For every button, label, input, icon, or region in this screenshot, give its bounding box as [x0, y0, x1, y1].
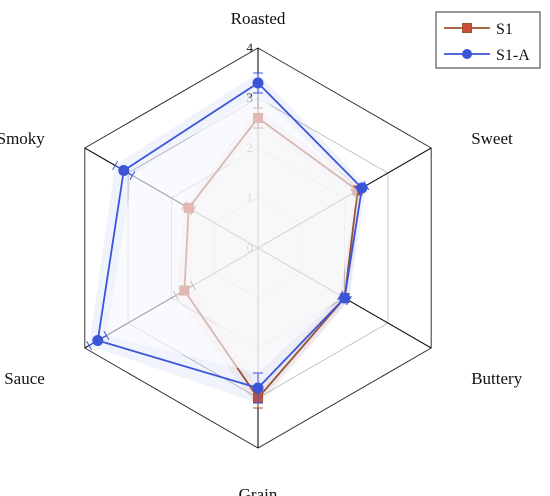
- r-tick-label: 4: [247, 40, 254, 55]
- series-s1-a: [86, 72, 370, 404]
- error-cap: [86, 340, 93, 351]
- error-cap: [129, 170, 136, 181]
- axis-label-sauce: Sauce: [4, 369, 45, 388]
- data-point-sweet: [356, 182, 368, 194]
- error-cap: [103, 330, 110, 341]
- r-tick-label: 3: [247, 90, 254, 105]
- series-layer: [86, 72, 370, 409]
- data-point-roasted: [252, 77, 264, 89]
- legend-label: S1-A: [496, 47, 530, 64]
- data-point-smoky: [118, 165, 130, 176]
- legend: S1 S1-A: [435, 11, 541, 69]
- legend-marker: [462, 23, 472, 33]
- axis-label-grain: Grain: [239, 485, 278, 496]
- error-band-inner: [106, 93, 358, 373]
- legend-label: S1: [496, 21, 513, 38]
- axis-label-roasted: Roasted: [231, 9, 286, 28]
- error-cap: [112, 160, 119, 171]
- legend-marker: [462, 49, 472, 59]
- axis-label-smoky: Smoky: [0, 129, 45, 148]
- legend-box: [435, 11, 541, 69]
- data-point-buttery: [339, 292, 351, 304]
- label-layer: Roasted Sweet Buttery Grain Sauce Smoky: [0, 9, 523, 496]
- axis-label-buttery: Buttery: [471, 369, 522, 388]
- data-point-grain: [252, 382, 264, 394]
- data-point-sauce: [92, 335, 104, 346]
- axis-label-sweet: Sweet: [471, 129, 513, 148]
